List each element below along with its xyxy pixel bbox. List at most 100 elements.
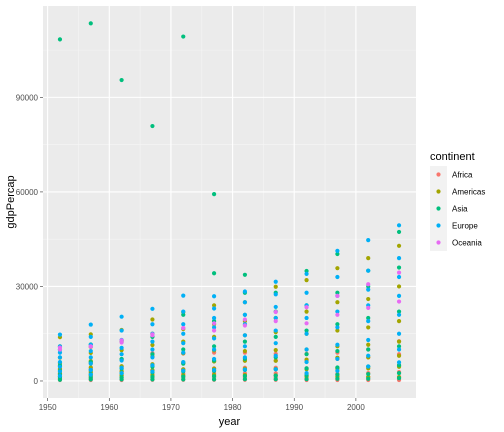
data-point [211, 347, 217, 352]
data-point [119, 352, 124, 357]
data-point [57, 373, 63, 379]
data-point [242, 367, 248, 372]
x-tick-label: 1980 [224, 403, 242, 412]
data-point [150, 355, 155, 360]
data-point [211, 303, 217, 308]
data-point [304, 366, 309, 371]
legend-marker [436, 189, 441, 194]
data-point [335, 300, 340, 305]
data-point [366, 371, 371, 377]
data-point [304, 321, 309, 326]
data-point [366, 337, 371, 343]
data-point [335, 325, 340, 330]
data-point [273, 376, 278, 382]
data-point [119, 77, 124, 83]
data-point [335, 312, 340, 317]
data-point [335, 248, 340, 253]
data-point [211, 325, 217, 330]
data-point [211, 336, 217, 341]
data-point [242, 339, 248, 344]
data-point [57, 355, 63, 360]
data-point [119, 345, 124, 350]
data-point [396, 376, 402, 381]
data-point [88, 344, 93, 349]
data-point [335, 251, 340, 257]
x-tick-label: 1960 [100, 403, 118, 412]
data-point [211, 306, 217, 311]
data-point [396, 265, 402, 270]
data-point [211, 356, 217, 362]
data-point [242, 355, 248, 360]
data-point [119, 328, 124, 333]
data-point [366, 287, 371, 292]
y-tick-label: 30000 [16, 282, 39, 291]
data-point [396, 360, 402, 365]
data-point [119, 358, 124, 363]
data-point [211, 315, 217, 321]
data-point [57, 364, 63, 369]
data-point [181, 34, 186, 39]
data-point [181, 309, 186, 314]
data-point [396, 312, 402, 317]
data-point [211, 367, 217, 373]
x-axis-title: year [219, 416, 241, 428]
data-point [273, 309, 278, 315]
legend-label: Europe [452, 222, 478, 231]
x-tick-label: 1950 [39, 403, 57, 412]
data-point [181, 325, 186, 331]
data-point [150, 374, 155, 379]
data-point [181, 331, 186, 336]
data-point [304, 315, 309, 321]
data-point [396, 353, 402, 358]
data-point [366, 319, 371, 324]
legend-marker [436, 223, 441, 228]
data-point [57, 350, 63, 355]
data-point [273, 319, 278, 324]
data-point [396, 309, 402, 314]
data-point [273, 304, 278, 310]
data-point [150, 332, 155, 337]
data-point [335, 368, 340, 374]
data-point [304, 290, 309, 295]
data-point [242, 348, 248, 354]
data-point [211, 328, 217, 333]
data-point [366, 268, 371, 273]
data-point [57, 332, 63, 337]
data-point [119, 371, 124, 376]
data-point [242, 312, 248, 317]
data-point [396, 299, 402, 304]
data-point [57, 369, 63, 374]
data-point [366, 353, 371, 358]
data-point [181, 341, 186, 346]
legend-marker [436, 240, 441, 245]
data-point [88, 334, 93, 339]
data-point [88, 355, 93, 360]
data-point [396, 223, 402, 228]
legend-title: continent [430, 151, 475, 163]
data-point [150, 352, 155, 357]
data-point [304, 278, 309, 283]
data-point [396, 339, 402, 344]
data-point [396, 243, 402, 248]
data-point [119, 365, 124, 370]
data-point [335, 290, 340, 295]
data-point [273, 358, 278, 363]
data-point [335, 356, 340, 362]
legend-label: Oceania [452, 239, 482, 248]
data-point [181, 312, 186, 317]
data-point [88, 21, 93, 26]
data-point [304, 347, 309, 352]
data-point [335, 376, 340, 381]
data-point [273, 341, 278, 346]
data-point [88, 372, 93, 377]
data-point [242, 344, 248, 349]
data-point [366, 255, 371, 261]
minor-gridlines [43, 6, 416, 398]
data-point [366, 364, 371, 369]
legend-label: Africa [452, 171, 473, 180]
data-point [335, 342, 340, 347]
data-point [304, 309, 309, 314]
data-point [396, 331, 402, 336]
data-point [366, 238, 371, 243]
data-point [304, 331, 309, 336]
